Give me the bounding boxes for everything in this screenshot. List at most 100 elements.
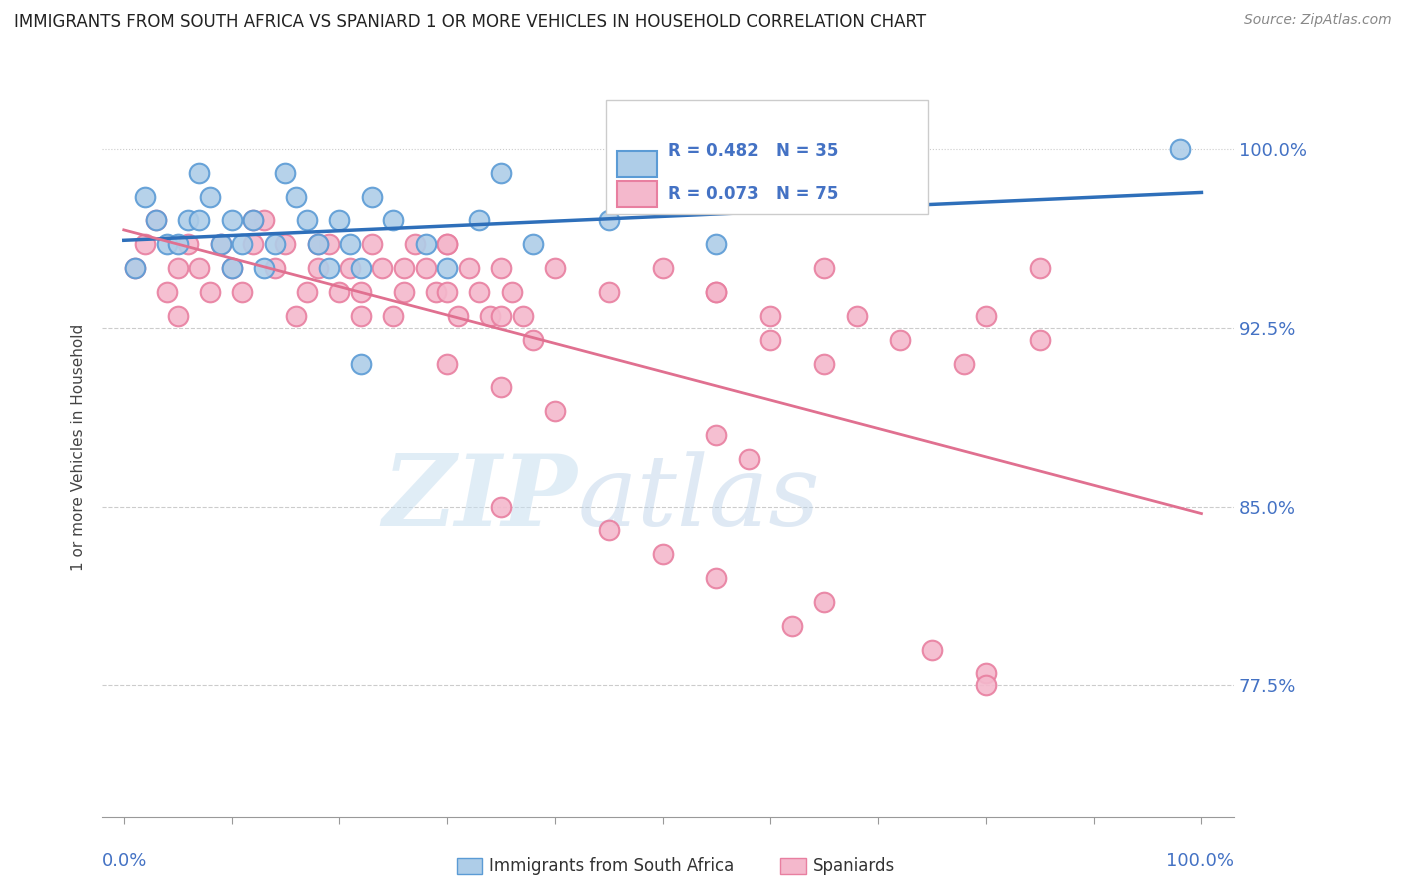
Point — [382, 213, 405, 227]
Point — [198, 189, 221, 203]
Point — [457, 261, 479, 276]
Point — [479, 309, 502, 323]
Point — [382, 309, 405, 323]
Point — [371, 261, 394, 276]
Point — [921, 642, 943, 657]
Point — [953, 357, 976, 371]
Point — [489, 166, 512, 180]
Point — [512, 309, 534, 323]
FancyBboxPatch shape — [617, 152, 657, 178]
Point — [221, 213, 243, 227]
Point — [124, 261, 146, 276]
Point — [209, 237, 232, 252]
Point — [436, 285, 458, 299]
Point — [974, 309, 997, 323]
Point — [489, 309, 512, 323]
Point — [447, 309, 470, 323]
FancyBboxPatch shape — [617, 181, 657, 207]
Point — [350, 285, 373, 299]
Point — [350, 261, 373, 276]
Point — [436, 357, 458, 371]
Point — [489, 500, 512, 514]
Point — [134, 237, 156, 252]
Point — [404, 237, 426, 252]
Point — [145, 213, 167, 227]
Point — [436, 237, 458, 252]
Point — [177, 237, 200, 252]
Point — [1029, 333, 1052, 347]
Point — [295, 285, 318, 299]
Point — [706, 285, 728, 299]
Point — [263, 261, 285, 276]
Point — [198, 285, 221, 299]
Y-axis label: 1 or more Vehicles in Household: 1 or more Vehicles in Household — [72, 324, 86, 571]
Point — [231, 285, 253, 299]
Point — [166, 261, 188, 276]
Point — [221, 261, 243, 276]
Point — [328, 285, 350, 299]
Point — [307, 237, 329, 252]
Point — [780, 619, 803, 633]
Point — [231, 237, 253, 252]
Point — [501, 285, 523, 299]
Text: 0.0%: 0.0% — [103, 852, 148, 871]
Point — [651, 261, 673, 276]
Point — [166, 237, 188, 252]
Point — [339, 237, 361, 252]
Point — [339, 261, 361, 276]
Text: Spaniards: Spaniards — [813, 856, 896, 874]
Point — [759, 309, 782, 323]
Point — [318, 261, 340, 276]
Point — [706, 428, 728, 442]
Point — [974, 666, 997, 681]
Point — [813, 357, 835, 371]
Point — [221, 261, 243, 276]
Point — [274, 237, 297, 252]
Point — [651, 547, 673, 561]
Point — [813, 261, 835, 276]
Point — [134, 189, 156, 203]
Point — [706, 237, 728, 252]
Point — [845, 309, 868, 323]
Point — [544, 404, 567, 418]
Point — [392, 285, 415, 299]
Point — [360, 237, 382, 252]
Point — [425, 285, 447, 299]
Point — [598, 213, 620, 227]
Point — [242, 213, 264, 227]
Point — [544, 261, 567, 276]
Point — [166, 309, 188, 323]
Point — [974, 678, 997, 692]
Point — [392, 261, 415, 276]
Point — [253, 261, 276, 276]
Point — [328, 213, 350, 227]
Point — [124, 261, 146, 276]
Point — [242, 237, 264, 252]
Point — [188, 261, 211, 276]
Point — [253, 213, 276, 227]
Point — [360, 189, 382, 203]
Text: Immigrants from South Africa: Immigrants from South Africa — [489, 856, 735, 874]
Point — [598, 524, 620, 538]
Point — [759, 333, 782, 347]
Point — [889, 333, 911, 347]
Point — [1168, 142, 1191, 156]
Point — [468, 213, 491, 227]
Point — [415, 237, 437, 252]
Point — [738, 451, 761, 466]
Point — [242, 213, 264, 227]
Point — [1029, 261, 1052, 276]
Point — [706, 571, 728, 585]
Text: 100.0%: 100.0% — [1166, 852, 1234, 871]
Point — [522, 333, 544, 347]
Point — [813, 595, 835, 609]
Point — [156, 285, 179, 299]
Point — [415, 261, 437, 276]
FancyBboxPatch shape — [606, 100, 928, 214]
Point — [307, 261, 329, 276]
Text: ZIP: ZIP — [382, 450, 578, 547]
Point — [188, 213, 211, 227]
Point — [274, 166, 297, 180]
Text: Source: ZipAtlas.com: Source: ZipAtlas.com — [1244, 13, 1392, 28]
Point — [263, 237, 285, 252]
